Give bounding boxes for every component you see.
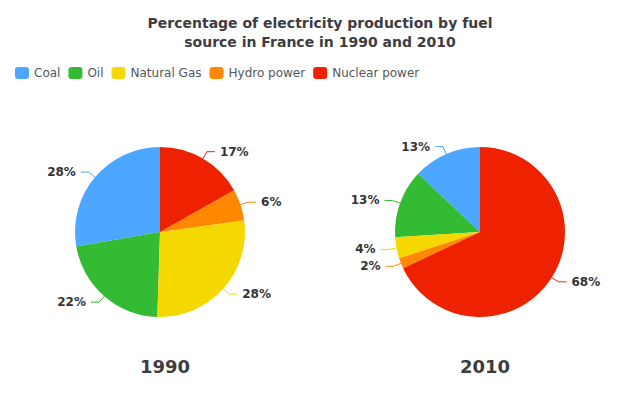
svg-text:1990: 1990 bbox=[140, 356, 190, 377]
svg-text:Natural Gas: Natural Gas bbox=[131, 66, 202, 80]
svg-text:6%: 6% bbox=[261, 195, 281, 209]
svg-text:Percentage of electricity prod: Percentage of electricity production by … bbox=[148, 15, 493, 31]
svg-text:28%: 28% bbox=[242, 287, 271, 301]
svg-text:28%: 28% bbox=[47, 165, 76, 179]
svg-text:68%: 68% bbox=[572, 275, 601, 289]
svg-text:Oil: Oil bbox=[87, 66, 103, 80]
svg-text:Coal: Coal bbox=[34, 66, 60, 80]
svg-text:17%: 17% bbox=[220, 145, 249, 159]
svg-text:13%: 13% bbox=[351, 193, 380, 207]
svg-text:2010: 2010 bbox=[460, 356, 510, 377]
svg-text:Nuclear power: Nuclear power bbox=[332, 66, 419, 80]
svg-text:22%: 22% bbox=[57, 295, 86, 309]
svg-text:source in France in 1990 and 2: source in France in 1990 and 2010 bbox=[184, 34, 456, 50]
svg-text:13%: 13% bbox=[401, 140, 430, 154]
svg-text:Hydro power: Hydro power bbox=[229, 66, 306, 80]
svg-text:4%: 4% bbox=[355, 242, 375, 256]
svg-text:2%: 2% bbox=[360, 259, 380, 273]
